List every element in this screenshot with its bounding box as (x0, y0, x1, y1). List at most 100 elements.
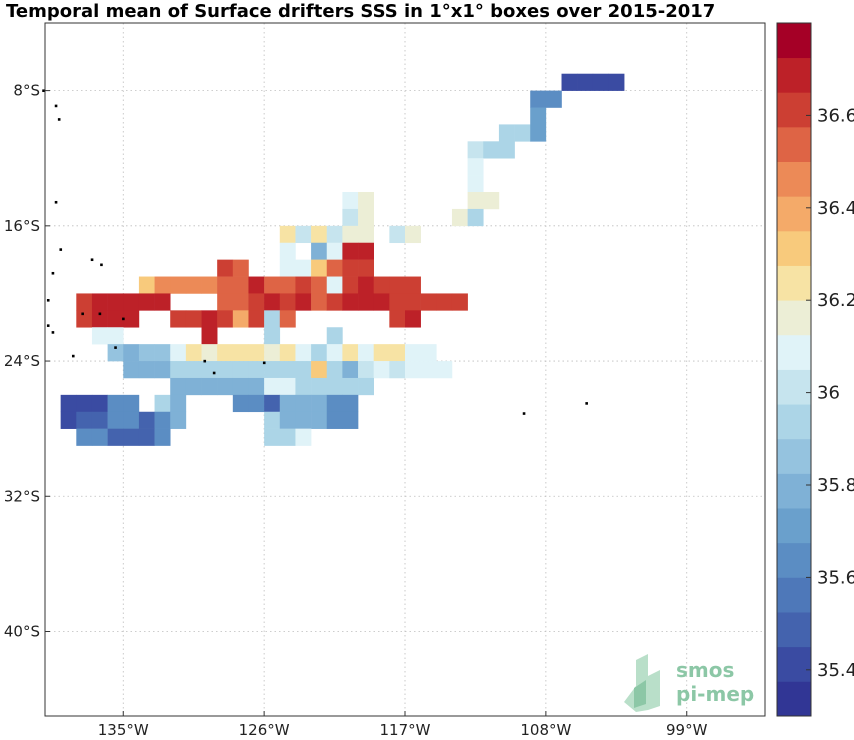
lon-tick-label: 135°W (98, 721, 149, 739)
sss-cell (342, 242, 359, 260)
colorbar-segment (777, 92, 811, 128)
sss-cell (389, 276, 406, 294)
sss-cell (358, 208, 374, 227)
sss-cell (248, 344, 265, 362)
island (59, 248, 63, 251)
sss-cell (201, 344, 218, 362)
sss-cell (279, 411, 296, 429)
colorbar-segment (777, 265, 811, 301)
island (51, 331, 55, 334)
lat-tick-label: 40°S (4, 622, 40, 640)
sss-cell (295, 259, 312, 277)
sss-cell (60, 394, 77, 413)
sss-cell (592, 73, 609, 91)
sss-cell (76, 293, 93, 311)
sss-cell (342, 259, 359, 277)
sss-cell (373, 344, 390, 362)
sss-cell (123, 394, 140, 413)
sss-cell (217, 259, 234, 277)
sss-cell (123, 344, 140, 362)
sss-cell (311, 259, 328, 277)
sss-cell (154, 276, 171, 294)
sss-cell (217, 377, 234, 396)
sss-cell (123, 428, 140, 446)
colorbar-segment (777, 300, 811, 336)
sss-cell (358, 293, 374, 311)
island (54, 104, 58, 108)
sss-cell (217, 310, 234, 328)
sss-cell (248, 276, 265, 294)
sss-cell (311, 377, 328, 396)
sss-cell (420, 344, 437, 362)
sss-cell (342, 276, 359, 294)
sss-cell (373, 361, 390, 379)
sss-cell (91, 394, 108, 413)
logo-wave-icon (634, 680, 646, 708)
sss-cell (107, 327, 124, 345)
sss-cell (311, 276, 328, 294)
sss-cell (311, 293, 328, 311)
colorbar-tick-label: 35.8 (817, 475, 854, 496)
colorbar-segment (777, 230, 811, 266)
sss-cell (311, 361, 328, 379)
sss-cell (264, 293, 281, 311)
island (98, 312, 102, 316)
sss-cell (405, 293, 421, 311)
sss-cell (154, 411, 171, 429)
sss-cell (326, 293, 343, 311)
sss-cell (123, 293, 140, 311)
sss-cell (295, 411, 312, 429)
sss-cell (498, 141, 515, 159)
colorbar-segment (777, 438, 811, 474)
sss-cell (264, 276, 281, 294)
sss-cell (358, 344, 374, 362)
sss-cell (295, 377, 312, 396)
sss-cell (76, 428, 93, 446)
colorbar-segment (777, 681, 811, 717)
sss-cell (326, 259, 343, 277)
sss-cell (138, 344, 155, 362)
sss-cell (405, 344, 421, 362)
sss-cell (389, 344, 406, 362)
island (114, 346, 117, 349)
sss-cell (170, 361, 187, 379)
colorbar (777, 23, 811, 717)
colorbar-segment (777, 612, 811, 648)
sss-cell (232, 377, 249, 396)
sss-cell (530, 107, 547, 125)
sss-cell (420, 361, 437, 379)
sss-cell (91, 411, 108, 429)
colorbar-tick-label: 36.4 (817, 198, 854, 219)
sss-cell (342, 377, 359, 396)
island (90, 258, 94, 262)
sss-cell (232, 310, 249, 328)
sss-cell (451, 293, 468, 311)
sss-cell (185, 377, 202, 396)
sss-cell (311, 394, 328, 413)
sss-cell (342, 344, 359, 362)
sss-cell (264, 394, 281, 413)
sss-cell (138, 428, 155, 446)
lon-tick-label: 99°W (666, 721, 708, 739)
sss-cell (138, 411, 155, 429)
sss-cell (279, 394, 296, 413)
sss-cell (170, 377, 187, 396)
sss-cell (279, 377, 296, 396)
sss-cell (311, 344, 328, 362)
sss-cell (91, 310, 108, 328)
sss-cell (311, 225, 328, 244)
sss-cell (467, 175, 484, 193)
sss-cell (279, 225, 296, 244)
lat-tick-label: 24°S (4, 352, 40, 370)
colorbar-segment (777, 196, 811, 232)
sss-cell (467, 192, 484, 210)
sss-cell (389, 293, 406, 311)
sss-cell (264, 344, 281, 362)
sss-cell (373, 276, 390, 294)
sss-cell (279, 242, 296, 260)
sss-cell (107, 344, 124, 362)
colorbar-segment (777, 577, 811, 613)
logo-line2: pi-mep (676, 682, 754, 706)
sss-cell (279, 259, 296, 277)
sss-cell (232, 259, 249, 277)
